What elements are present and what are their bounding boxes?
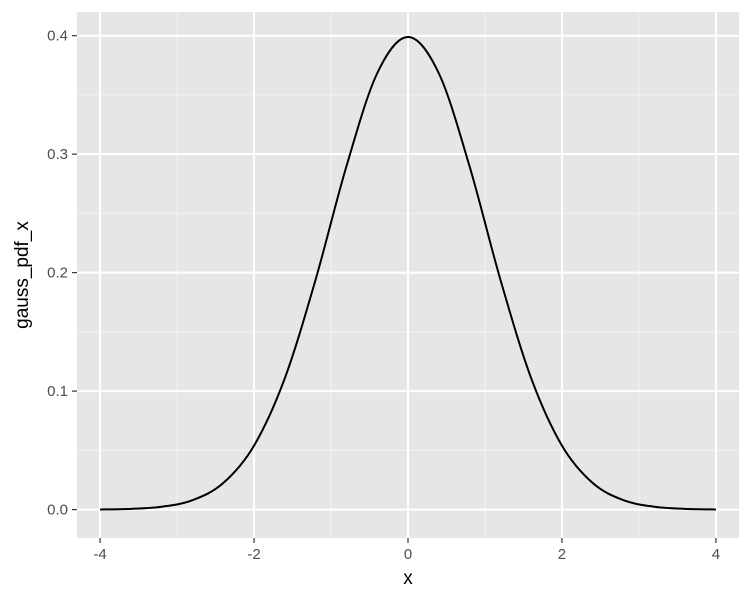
y-axis: 0.0 0.1 0.2 0.3 0.4 — [47, 28, 77, 519]
x-tick-label: 0 — [404, 546, 412, 563]
x-tick-label: -2 — [247, 546, 260, 563]
y-axis-title: gauss_pdf_x — [12, 221, 33, 329]
x-axis-title: x — [403, 568, 413, 589]
y-tick-label: 0.4 — [47, 28, 68, 45]
y-tick-label: 0.0 — [47, 502, 68, 519]
x-tick-label: 4 — [712, 546, 720, 563]
y-tick-label: 0.3 — [47, 146, 68, 163]
major-gridlines — [77, 12, 739, 538]
x-tick-label: -4 — [93, 546, 106, 563]
x-tick-label: 2 — [558, 546, 566, 563]
x-axis: -4 -2 0 2 4 — [93, 538, 720, 563]
y-tick-label: 0.2 — [47, 265, 68, 282]
series-line — [100, 35, 716, 511]
y-tick-label: 0.1 — [47, 383, 68, 400]
